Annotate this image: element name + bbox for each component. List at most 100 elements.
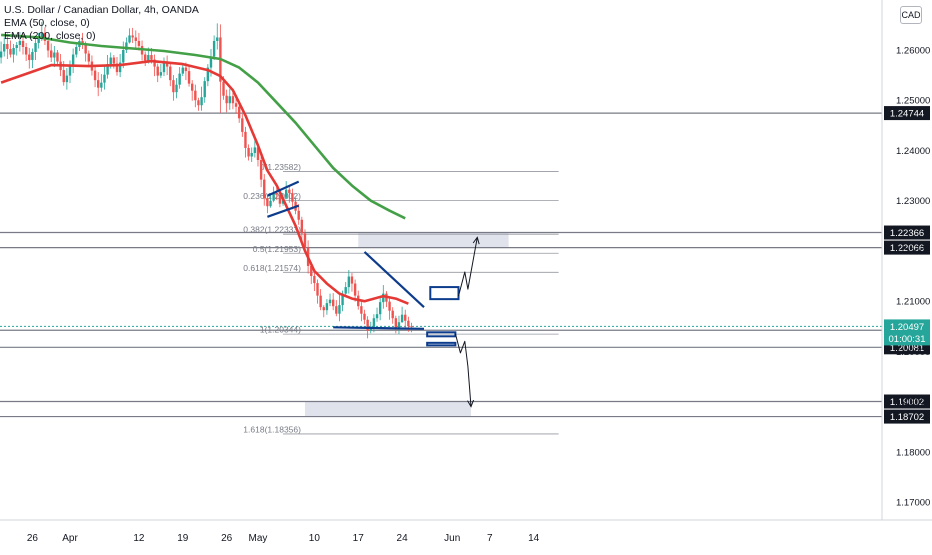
candle	[96, 72, 100, 97]
candle-body	[184, 67, 188, 72]
zones-layer	[304, 232, 509, 417]
price-level-label: 1.20081	[890, 343, 924, 354]
candle-body	[21, 40, 25, 47]
candle-body	[335, 306, 338, 314]
candle	[350, 273, 354, 292]
candle	[322, 305, 325, 318]
candle	[43, 27, 47, 45]
x-tick-label: Apr	[62, 533, 78, 544]
x-tick-label: 24	[397, 533, 409, 544]
candle	[288, 185, 291, 203]
candle-body	[197, 100, 200, 106]
candle	[153, 54, 156, 77]
candle	[181, 64, 184, 77]
candle-body	[256, 147, 260, 161]
candle-body	[388, 301, 391, 311]
y-tick-label: 1.22000	[896, 246, 930, 257]
chart-legend: U.S. Dollar / Canadian Dollar, 4h, OANDA…	[4, 4, 199, 43]
candle	[241, 113, 244, 137]
candle	[335, 300, 338, 317]
candle-body	[350, 276, 354, 284]
candle-body	[122, 50, 125, 63]
flag-trendline	[266, 180, 300, 197]
candle-body	[347, 276, 351, 288]
candle-body	[150, 55, 153, 60]
wedge-trendline	[363, 251, 425, 309]
candle-body	[187, 71, 191, 84]
candle	[378, 298, 382, 321]
candle	[269, 194, 272, 208]
candle-body	[247, 147, 250, 157]
candle-body	[372, 318, 376, 327]
x-tick-label: Jun	[444, 533, 460, 544]
candle	[87, 50, 90, 66]
candle-body	[134, 37, 137, 41]
candle	[0, 41, 3, 64]
candle	[12, 43, 15, 63]
candle	[190, 80, 194, 101]
price-level-label: 1.22366	[890, 228, 924, 239]
candle	[247, 144, 250, 161]
candle	[391, 307, 394, 324]
candle	[21, 34, 25, 55]
candle-body	[338, 305, 341, 314]
wedge-trendline	[333, 326, 425, 330]
price-level-label: 1.18702	[890, 412, 924, 423]
candle	[175, 78, 178, 99]
candle	[24, 42, 28, 62]
candle	[313, 271, 316, 292]
candle	[3, 37, 6, 57]
candle	[347, 270, 351, 294]
candle-body	[400, 314, 404, 323]
candle-body	[353, 283, 357, 296]
fibonacci-layer: 0(1.23582) 0.236(1.23002) 0.382(1.22333) 0.…	[243, 162, 559, 434]
ema50-legend: EMA (50, close, 0)	[4, 17, 90, 29]
candle-body	[118, 62, 122, 73]
candle-body	[56, 52, 59, 62]
forecast-up-arrowhead	[472, 236, 480, 245]
candle	[284, 181, 288, 200]
candle	[259, 155, 263, 188]
candle-body	[206, 67, 210, 82]
candle	[375, 307, 379, 322]
candle	[250, 147, 253, 163]
candle-body	[344, 287, 347, 294]
y-tick-label: 1.21000	[896, 297, 930, 308]
candle	[388, 297, 391, 320]
candle-body	[378, 302, 382, 315]
candle	[331, 293, 335, 311]
currency-button[interactable]: CAD	[900, 6, 922, 24]
fib-level-label: 0.5(1.21953)	[253, 244, 301, 254]
candle-body	[316, 283, 319, 296]
ema50-line	[0, 59, 409, 305]
candle-body	[165, 62, 169, 67]
candle-body	[169, 66, 172, 81]
candle	[172, 75, 175, 101]
candle-body	[231, 96, 235, 104]
candle	[9, 40, 12, 58]
candle-body	[87, 53, 90, 62]
candle	[165, 55, 169, 76]
price-levels-layer: 1.247441.223661.220661.204201.200811.190…	[0, 106, 930, 424]
y-tick-label: 1.25000	[896, 96, 930, 107]
x-tick-label: 12	[133, 533, 145, 544]
candle-body	[297, 210, 300, 220]
candle-body	[225, 95, 228, 104]
candle-body	[181, 67, 184, 74]
candle-body	[100, 82, 103, 88]
candle	[228, 88, 231, 110]
candle-body	[331, 299, 335, 307]
candle-body	[109, 57, 112, 65]
x-tick-label: 26	[221, 533, 233, 544]
fib-level-label: 0.618(1.21574)	[243, 263, 301, 273]
candle	[385, 291, 388, 308]
candle-body	[172, 80, 175, 93]
y-tick-label: 1.17000	[896, 498, 930, 509]
candle	[93, 65, 97, 88]
candle	[134, 30, 137, 49]
symbol-title: U.S. Dollar / Canadian Dollar, 4h, OANDA	[4, 4, 199, 16]
x-tick-label: 10	[309, 533, 321, 544]
candle	[200, 86, 203, 111]
